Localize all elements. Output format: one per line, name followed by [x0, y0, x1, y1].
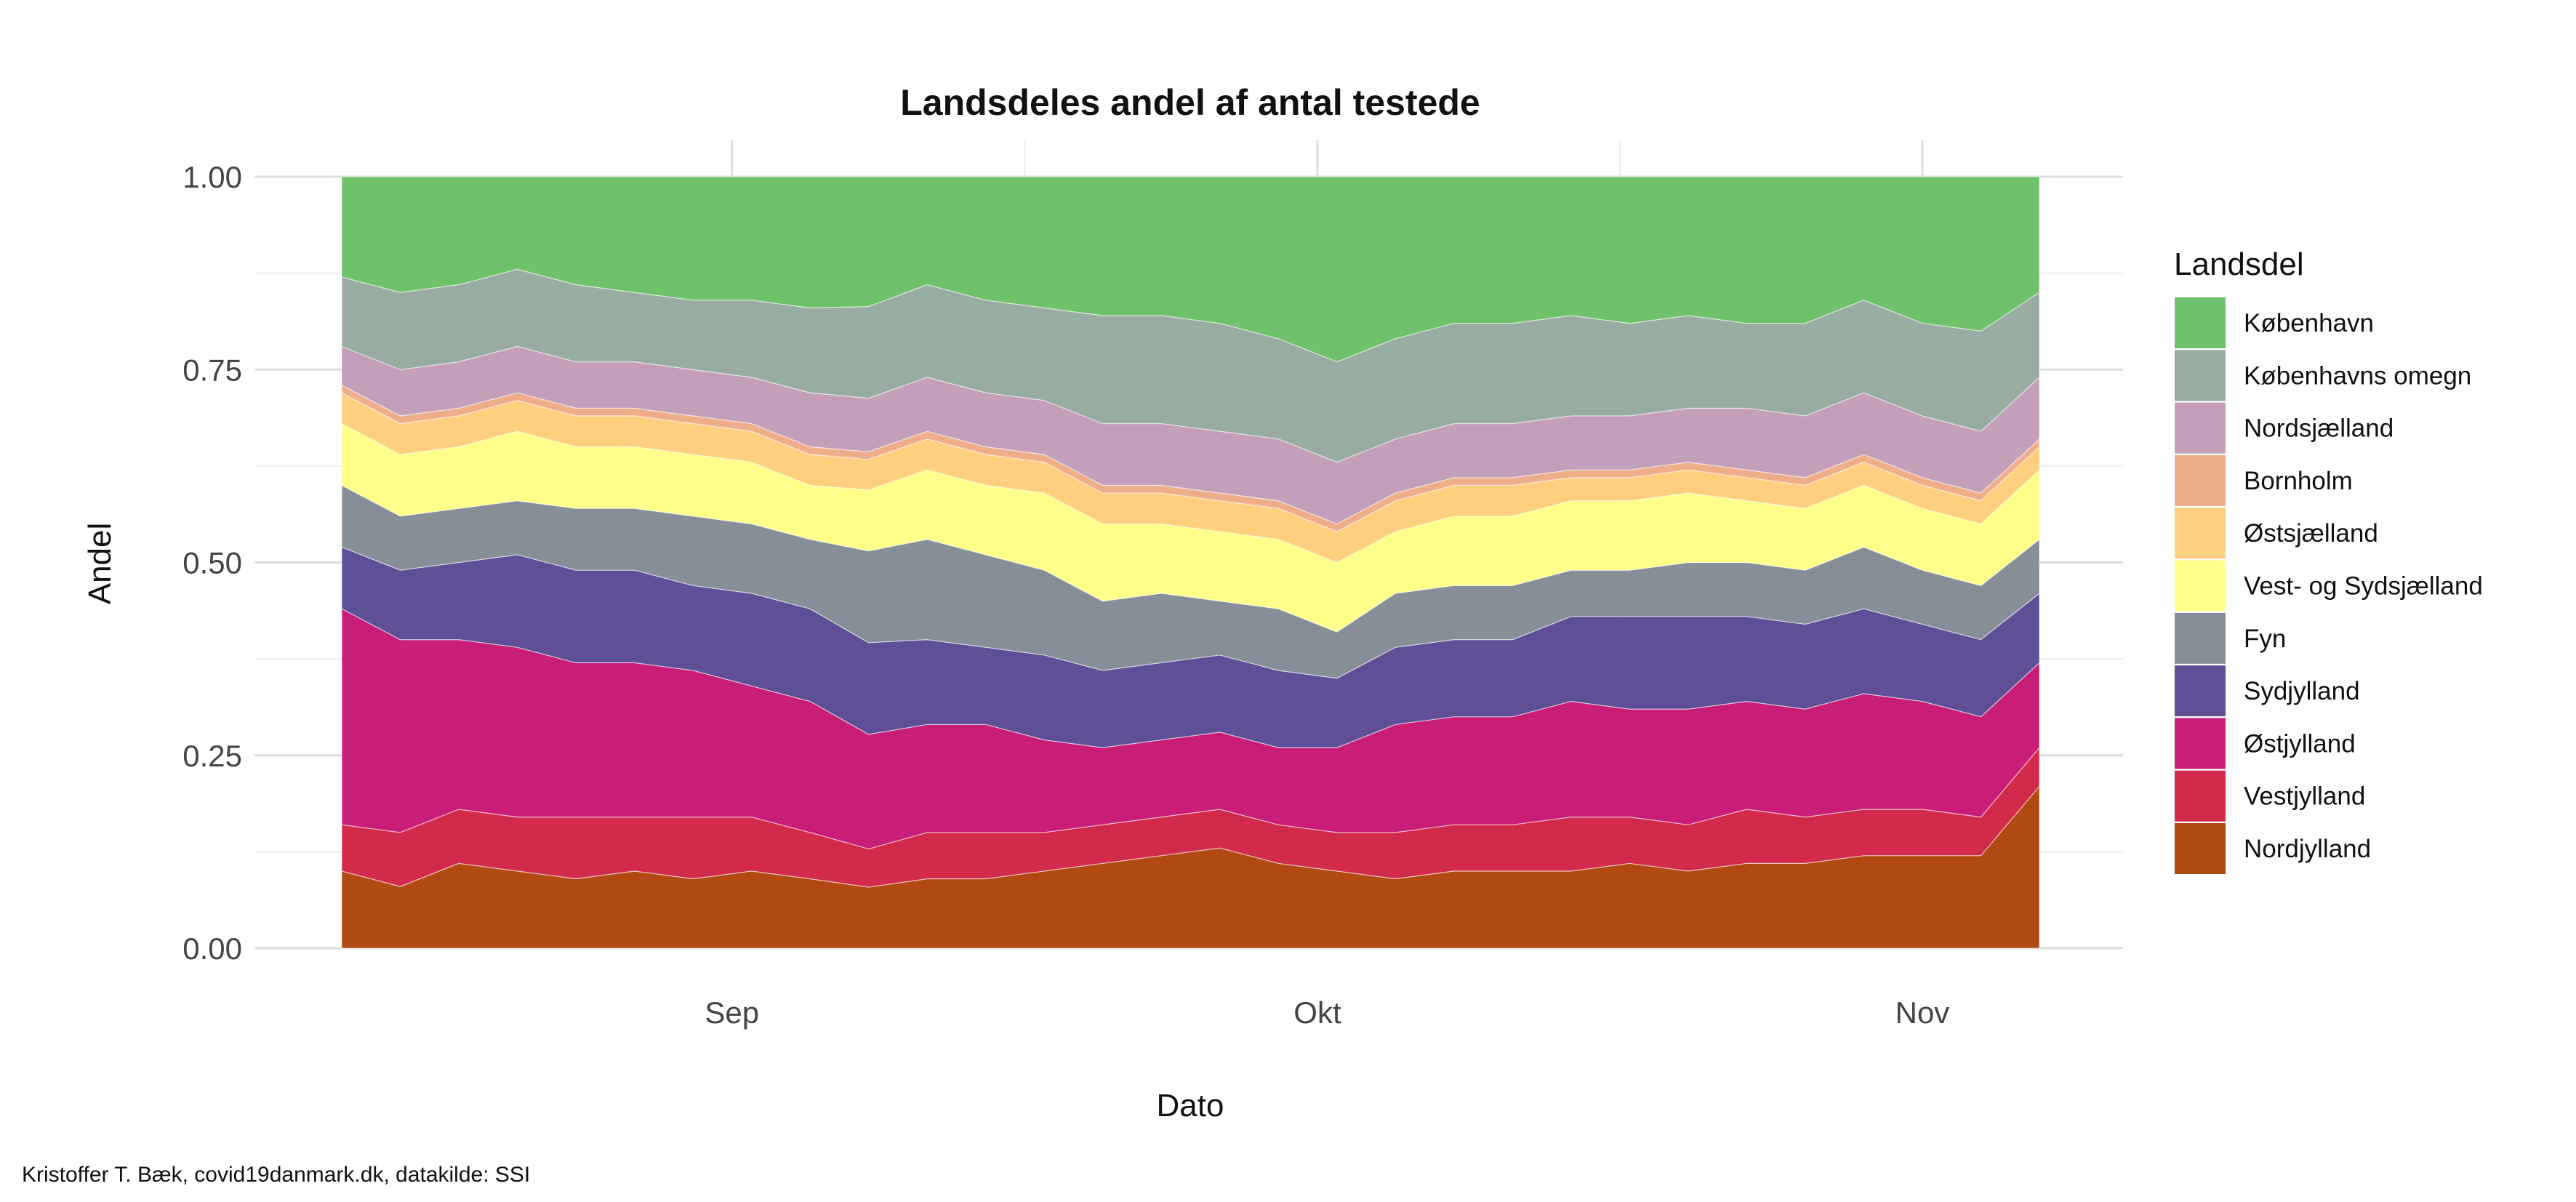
legend-swatch [2173, 453, 2227, 508]
legend-swatch [2173, 822, 2227, 876]
legend-swatch [2173, 664, 2227, 718]
legend-swatch [2173, 716, 2227, 771]
legend-label: Østsjælland [2244, 519, 2378, 548]
legend-label: Københavns omegn [2244, 361, 2471, 390]
legend-swatch [2173, 296, 2227, 350]
legend-swatch [2173, 611, 2227, 665]
x-tick-label: Okt [1293, 995, 1341, 1030]
x-axis-label: Dato [1157, 1088, 1224, 1123]
legend-label: Fyn [2244, 625, 2286, 653]
y-tick-label: 1.00 [182, 160, 242, 194]
legend-label: København [2244, 309, 2374, 337]
legend-swatch [2173, 506, 2227, 561]
legend-label: Østjylland [2244, 729, 2356, 758]
x-tick-label: Nov [1895, 995, 1950, 1030]
chart-title: Landsdeles andel af antal testede [900, 82, 1480, 123]
legend-label: Sydjylland [2244, 677, 2360, 705]
legend-swatch [2173, 769, 2227, 823]
legend-title: Landsdel [2174, 247, 2304, 282]
legend-swatch [2173, 348, 2227, 403]
y-tick-label: 0.50 [182, 546, 242, 580]
legend-label: Nordjylland [2244, 835, 2371, 863]
x-axis-ticks: Sep Okt Nov [705, 995, 1949, 1030]
legend-label: Vestjylland [2244, 782, 2365, 811]
x-tick-label: Sep [705, 995, 759, 1030]
y-axis-ticks: 0.00 0.25 0.50 0.75 1.00 [182, 160, 242, 966]
y-axis-label: Andel [82, 523, 118, 605]
y-tick-label: 0.00 [182, 931, 242, 966]
y-tick-label: 0.75 [182, 353, 242, 387]
legend: København Københavns omegn Nordsjælland Bor… [2173, 296, 2483, 876]
y-tick-label: 0.25 [182, 739, 242, 773]
legend-swatch [2173, 401, 2227, 455]
legend-label: Bornholm [2244, 467, 2353, 495]
caption: Kristoffer T. Bæk, covid19danmark.dk, da… [22, 1163, 530, 1187]
legend-label: Vest- og Sydsjælland [2244, 572, 2483, 601]
area-københavn [341, 176, 2040, 363]
legend-label: Nordsjælland [2244, 414, 2394, 443]
legend-swatch [2173, 558, 2227, 613]
area-series-group [341, 176, 2040, 949]
